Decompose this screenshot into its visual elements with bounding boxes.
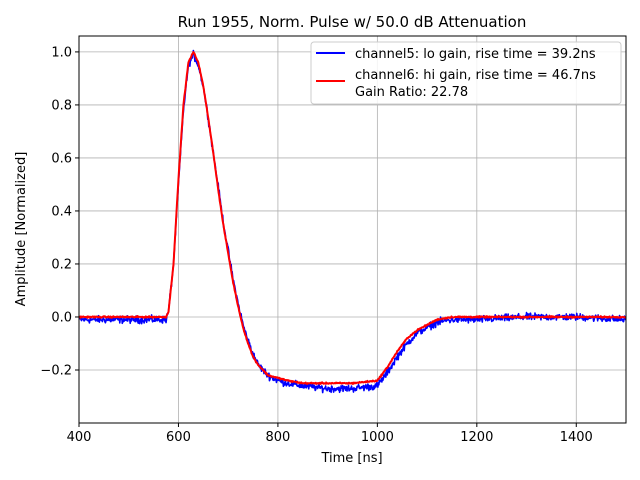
x-tick-label: 1200 xyxy=(460,430,493,445)
y-axis-label: Amplitude [Normalized] xyxy=(14,152,29,307)
x-tick-label: 800 xyxy=(265,430,290,445)
chart-title: Run 1955, Norm. Pulse w/ 50.0 dB Attenua… xyxy=(178,13,527,31)
y-tick-label: −0.2 xyxy=(40,363,72,378)
y-tick-label: 0.6 xyxy=(51,151,72,166)
x-tick-label: 400 xyxy=(67,430,92,445)
y-tick-label: 0.0 xyxy=(51,310,72,325)
legend: channel5: lo gain, rise time = 39.2ns ch… xyxy=(310,41,622,105)
y-tick-label: 0.4 xyxy=(51,204,72,219)
legend-box xyxy=(310,41,622,105)
y-tick-label: 1.0 xyxy=(51,45,72,60)
ticks: 400 600 800 1000 1200 1400 −0.2 0.0 0.2 0.4 0.6 0.8… xyxy=(40,45,592,445)
series-line-channel6 xyxy=(79,51,626,385)
y-tick-label: 0.2 xyxy=(51,257,72,272)
plot-frame xyxy=(78,35,627,424)
legend-label-channel6: channel6: hi gain, rise time = 46.7ns xyxy=(355,68,596,83)
x-tick-label: 600 xyxy=(166,430,191,445)
series-layer xyxy=(79,49,626,394)
x-axis-label: Time [ns] xyxy=(320,451,382,466)
x-tick-label: 1400 xyxy=(560,430,593,445)
y-tick-label: 0.8 xyxy=(51,98,72,113)
legend-label-channel5: channel5: lo gain, rise time = 39.2ns xyxy=(355,47,596,62)
x-tick-label: 1000 xyxy=(361,430,394,445)
legend-gain-ratio: Gain Ratio: 22.78 xyxy=(355,85,468,100)
